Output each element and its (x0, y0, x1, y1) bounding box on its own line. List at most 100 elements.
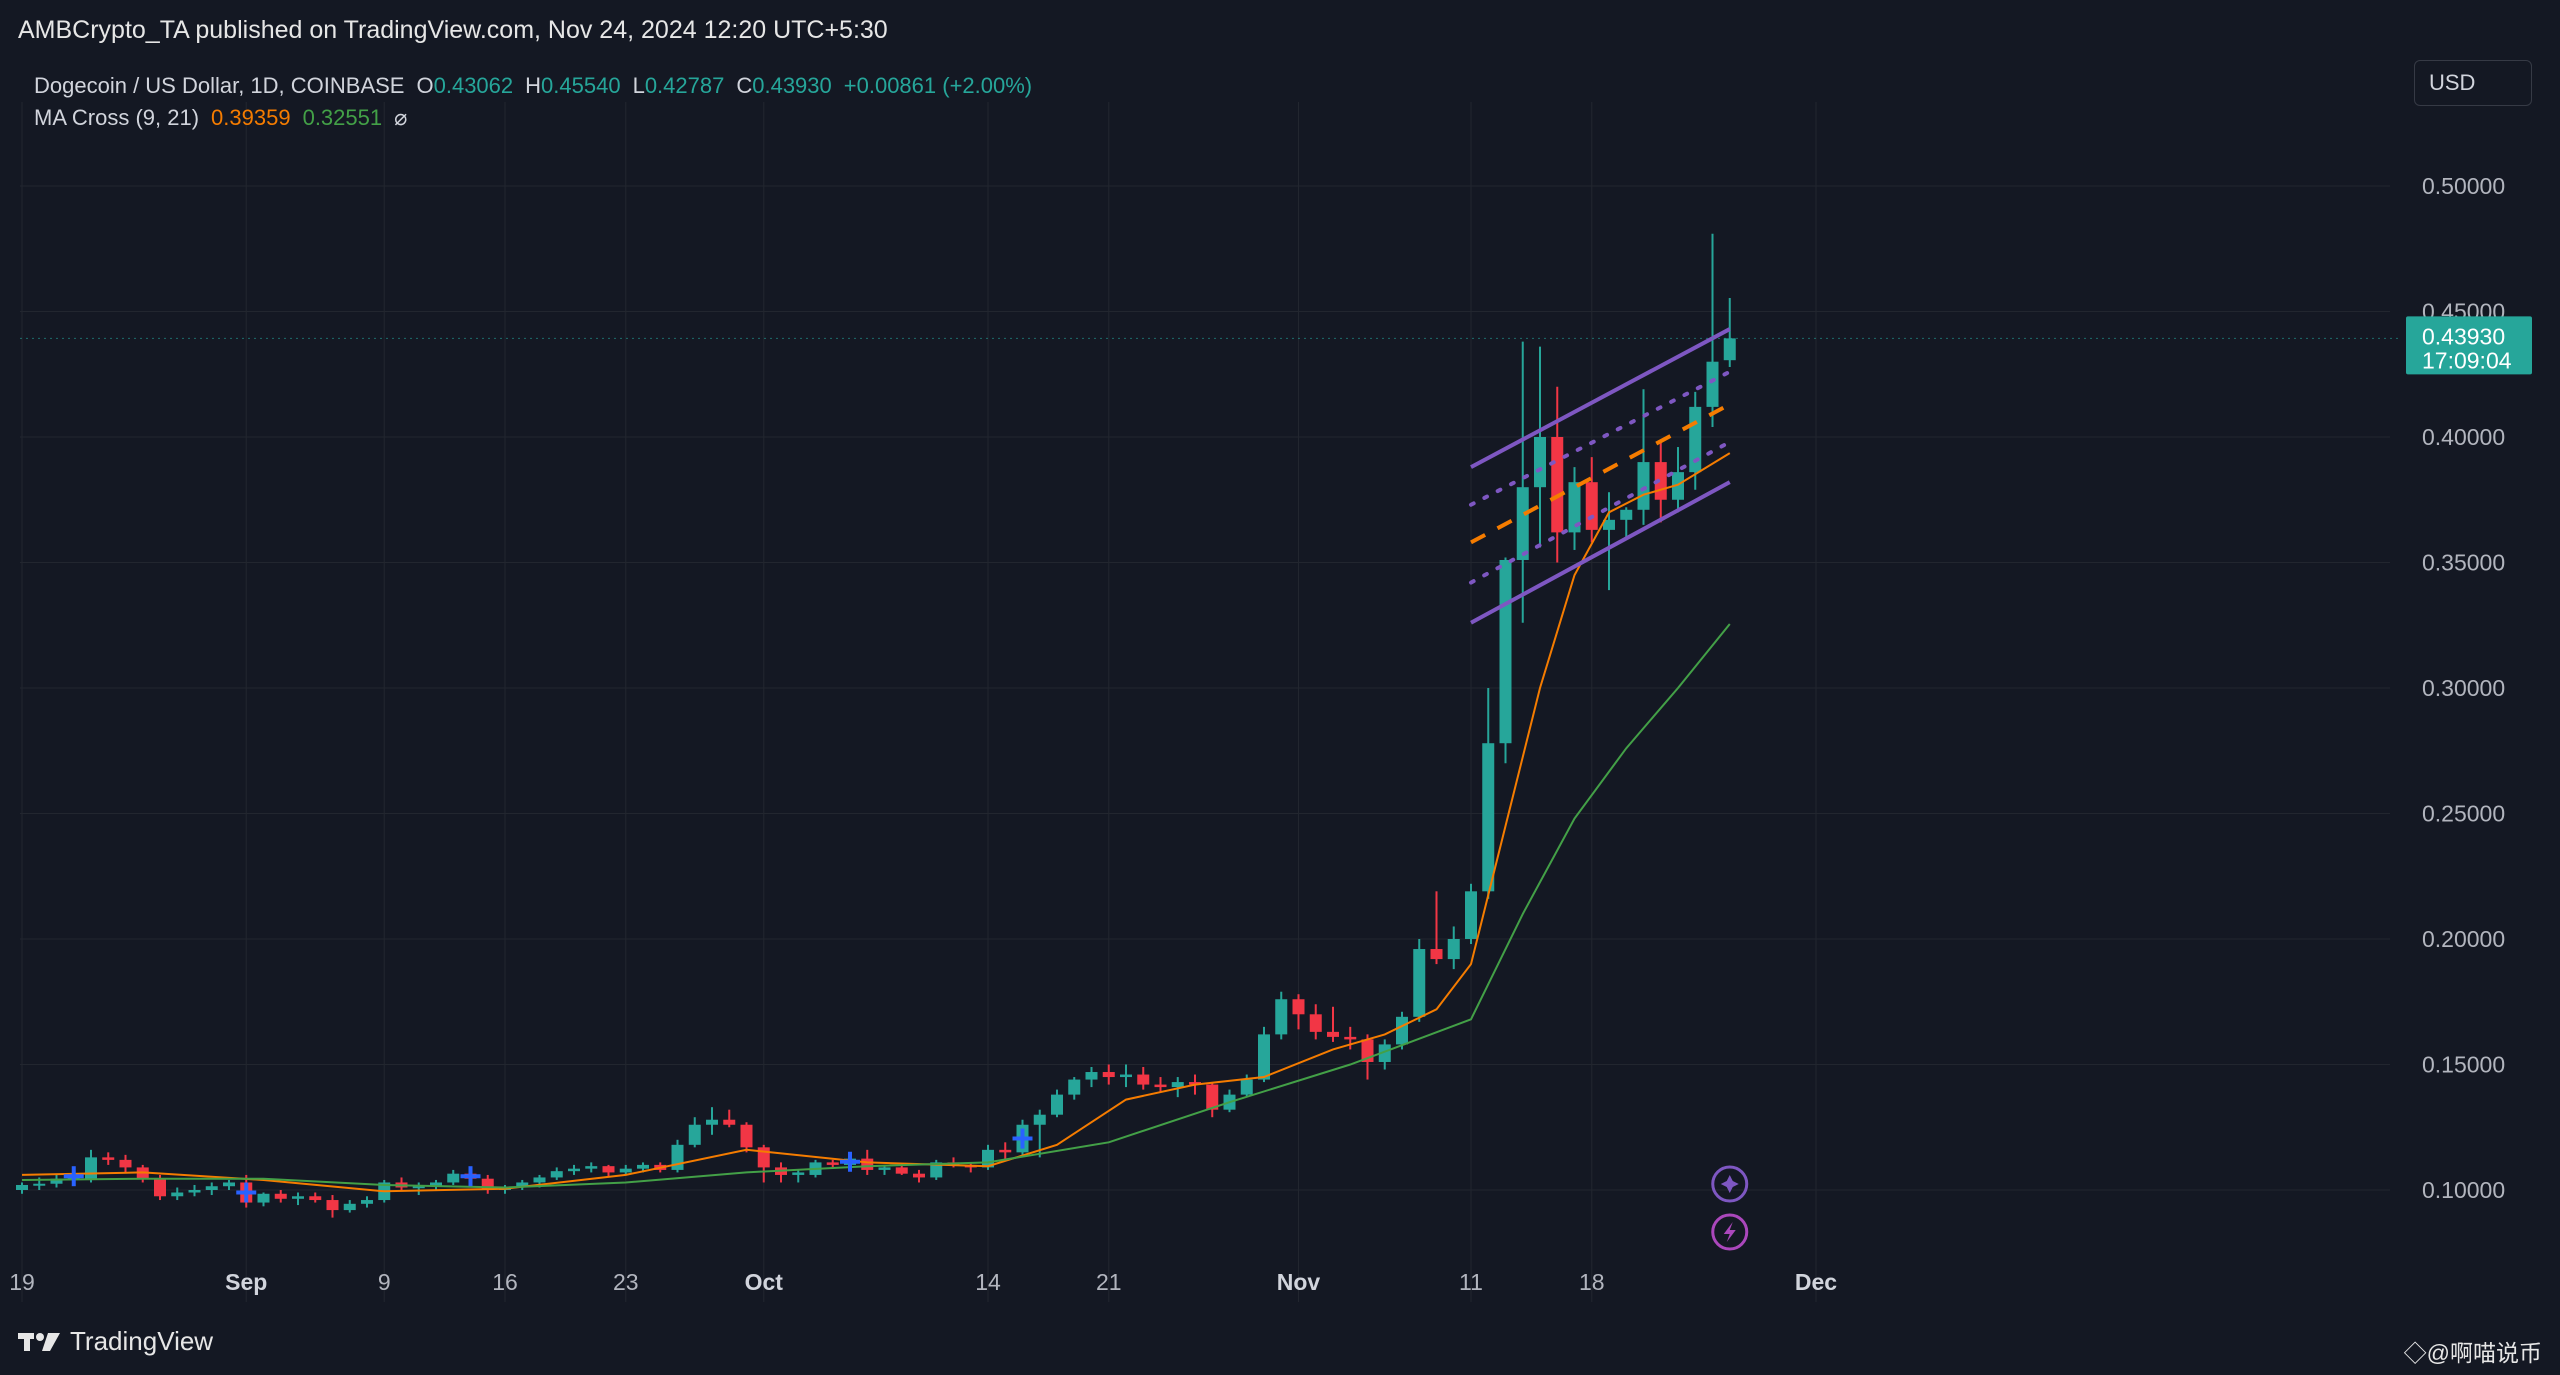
candle-body (1637, 462, 1650, 510)
y-tick-label: 0.25000 (2422, 801, 2505, 827)
y-tick-label: 0.10000 (2422, 1177, 2505, 1203)
ma-cross-marker (63, 1166, 84, 1187)
close-value: 0.43930 (752, 73, 832, 98)
candle-body (309, 1196, 322, 1201)
candle-body (585, 1166, 598, 1169)
candle (999, 1142, 1012, 1160)
candle (395, 1177, 408, 1190)
candle (205, 1182, 218, 1196)
y-tick-label: 0.15000 (2422, 1052, 2505, 1078)
candle (1171, 1077, 1184, 1098)
ma-cross-marker (1012, 1128, 1033, 1149)
flash-tool-icon[interactable] (1711, 1213, 1749, 1251)
candle-body (188, 1190, 201, 1193)
high-value: 0.45540 (541, 73, 621, 98)
x-tick-label: Nov (1277, 1269, 1321, 1295)
candle (1068, 1077, 1081, 1100)
candle-body (878, 1167, 891, 1170)
y-tick-label: 0.35000 (2422, 550, 2505, 576)
ma-cross-name[interactable]: MA Cross (9, 21) (34, 105, 200, 130)
candle (1085, 1067, 1098, 1088)
low-value: 0.42787 (644, 73, 725, 98)
price-change: +0.00861 (+2.00%) (843, 73, 1033, 98)
candle-body (292, 1196, 304, 1199)
candle (1327, 1006, 1339, 1042)
x-tick-label: 19 (9, 1269, 35, 1295)
candle (1447, 926, 1460, 970)
hide-indicator-icon[interactable]: ⌀ (394, 105, 408, 130)
candle-body (154, 1178, 166, 1197)
currency-button[interactable]: USD (2414, 60, 2532, 106)
bar-countdown-label: 17:09:04 (2422, 347, 2512, 373)
target-icon-star (1720, 1175, 1739, 1193)
candle-body (999, 1149, 1012, 1153)
candle (1120, 1064, 1132, 1088)
candle (326, 1195, 339, 1218)
candle (930, 1159, 943, 1180)
candle (447, 1169, 460, 1185)
y-tick-label: 0.50000 (2422, 173, 2505, 199)
ma-line-ma-21 (21, 623, 1731, 1189)
ma-cross-marker (460, 1166, 481, 1187)
candle-body (516, 1182, 529, 1188)
candle-body (533, 1177, 546, 1183)
flash-icon-ring (1711, 1213, 1749, 1251)
ohlc-open: O0.43062 (416, 70, 513, 102)
ma-line-ma-9 (21, 452, 1731, 1193)
candle-body (447, 1173, 460, 1183)
candle-body (1327, 1031, 1339, 1037)
candle-body (1603, 519, 1615, 530)
candle-body (1706, 361, 1719, 407)
candle-body (550, 1171, 563, 1178)
y-tick-label: 0.30000 (2422, 675, 2505, 701)
open-label: O (416, 73, 434, 98)
candle (671, 1139, 684, 1173)
x-tick-label: Dec (1795, 1269, 1837, 1295)
published-info: AMBCrypto_TA published on TradingView.co… (18, 16, 888, 44)
candle-body (1171, 1082, 1184, 1088)
candle-body (102, 1157, 115, 1160)
flash-icon-bolt (1723, 1222, 1736, 1242)
symbol-name[interactable]: Dogecoin / US Dollar, 1D, COINBASE (34, 73, 405, 98)
candle (1620, 507, 1633, 538)
x-tick-label: Sep (225, 1269, 267, 1295)
candle-body (861, 1158, 874, 1170)
price-chart[interactable]: 0.10000 0.15000 0.20000 0.25000 0.30000 0.350… (0, 52, 2560, 1322)
symbol-legend-row[interactable]: Dogecoin / US Dollar, 1D, COINBASE O0.43… (34, 70, 1032, 102)
chart-area[interactable]: 0.10000 0.15000 0.20000 0.25000 0.30000 0.350… (0, 52, 2560, 1322)
candle (895, 1164, 908, 1175)
candle (1137, 1067, 1150, 1090)
candle (1672, 447, 1684, 513)
candle (1499, 557, 1512, 764)
candle-body (1137, 1074, 1150, 1085)
tradingview-logo[interactable]: TradingView (18, 1326, 213, 1357)
candle (1482, 688, 1495, 899)
candle (1534, 346, 1546, 548)
ma-legend-row[interactable]: MA Cross (9, 21) 0.39359 0.32551 ⌀ (34, 102, 1032, 134)
candle (585, 1162, 598, 1173)
candle (1292, 994, 1305, 1030)
target-tool-icon[interactable] (1711, 1165, 1749, 1203)
candle (1465, 883, 1477, 945)
publish-header: AMBCrypto_TA published on TradingView.co… (0, 0, 2560, 64)
candle (1585, 457, 1598, 543)
candle-body (688, 1124, 701, 1145)
candle (1637, 389, 1650, 525)
candle-body (1551, 437, 1564, 533)
candle-body (1102, 1072, 1115, 1078)
candle-body (1465, 891, 1477, 939)
open-value: 0.43062 (433, 73, 514, 98)
x-tick-label: 9 (378, 1269, 391, 1295)
candle-body (637, 1164, 649, 1169)
candle (1258, 1026, 1270, 1083)
candle (688, 1117, 701, 1148)
target-icon-ring (1711, 1165, 1749, 1203)
candle-body (895, 1167, 908, 1174)
candle-body (326, 1200, 339, 1211)
candle-body (1499, 559, 1512, 744)
candle-body (343, 1203, 356, 1211)
candle-body (1516, 487, 1529, 560)
candle-body (481, 1178, 494, 1190)
candle (223, 1179, 235, 1190)
candle-body (1568, 482, 1581, 533)
